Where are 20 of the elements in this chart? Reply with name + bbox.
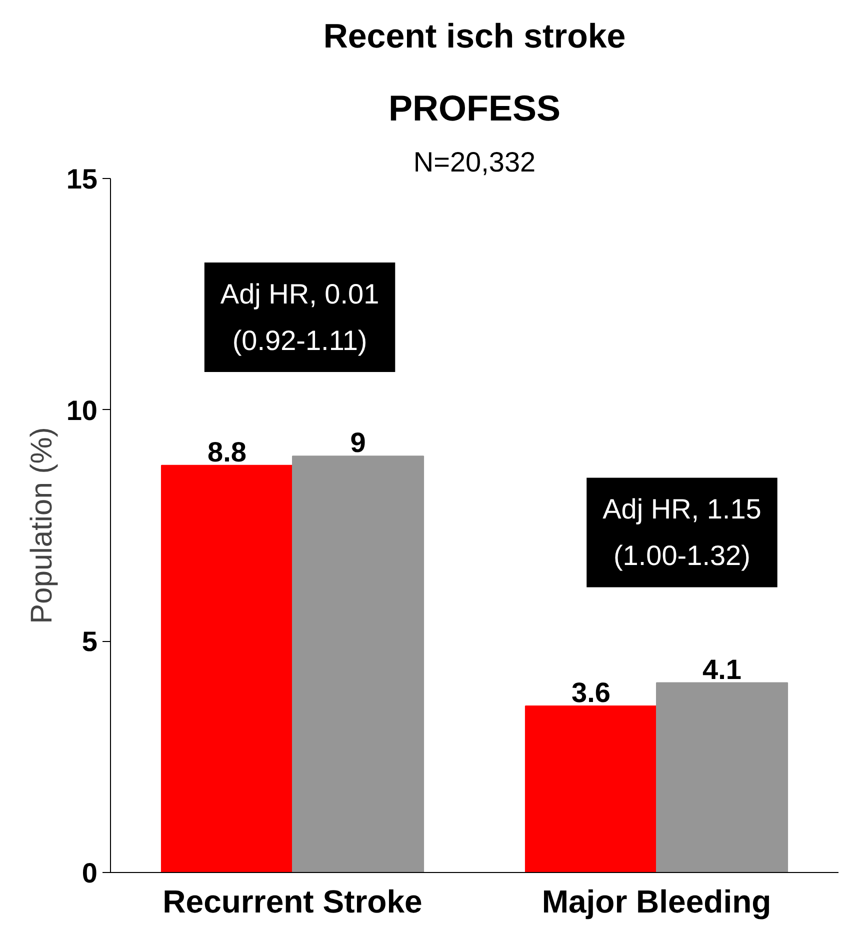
chart-title: Recent isch stroke <box>323 18 626 56</box>
data-label: 3.6 <box>572 676 610 708</box>
y-tick-label: 15 <box>66 164 98 194</box>
bar <box>656 682 788 872</box>
y-tick-label: 0 <box>82 858 98 888</box>
y-tick-label: 5 <box>82 626 98 658</box>
y-axis-title: Population (%) <box>25 427 58 624</box>
chart-subtitle: PROFESS <box>388 88 561 128</box>
y-tick-label: 10 <box>66 394 98 426</box>
text: N=20,332 <box>413 146 536 178</box>
data-label: 8.8 <box>208 436 246 468</box>
data-label: 4.1 <box>702 654 742 685</box>
bar <box>292 456 424 872</box>
x-tick-label: Major Bleeding <box>542 884 772 920</box>
bar <box>524 705 657 872</box>
data-label: 9 <box>350 427 366 458</box>
x-tick-label: Recurrent Stroke <box>162 884 422 920</box>
annotation: Adj HR, 0.01 (0.92-1.11) <box>220 278 380 356</box>
bar <box>160 464 293 872</box>
annotation: Adj HR, 1.15 (1.00-1.32) <box>602 494 762 572</box>
